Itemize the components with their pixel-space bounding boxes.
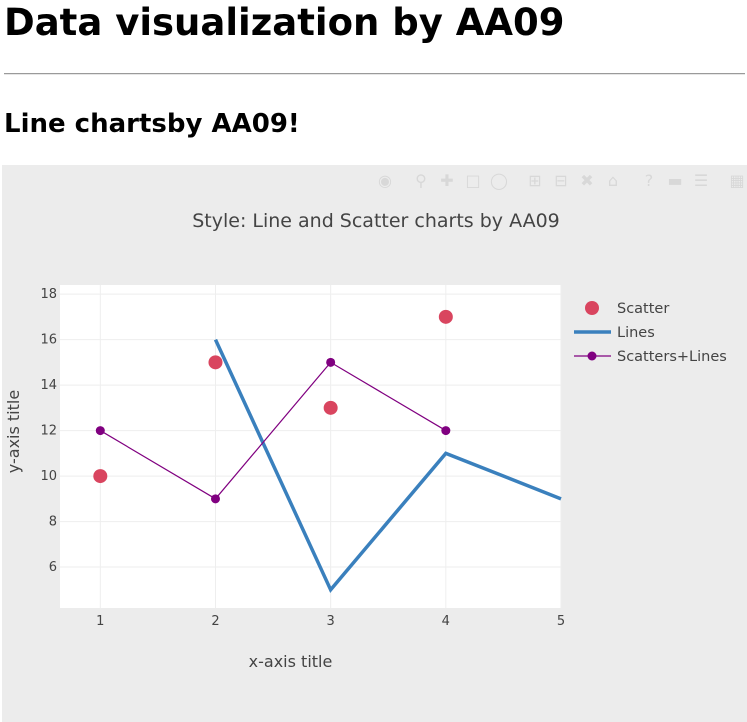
- x-axis-title: x-axis title: [249, 652, 333, 671]
- y-tick-label: 10: [40, 469, 57, 484]
- data-point-scatters-lines[interactable]: [95, 426, 105, 436]
- modebar-group-logo: ▦: [727, 170, 747, 190]
- modebar-group-drag: ⚲ ✚ □ ◯: [411, 170, 509, 190]
- series-line-lines: [213, 338, 562, 594]
- y-tick-label: 14: [40, 378, 57, 393]
- y-axis-title: y-axis title: [4, 390, 23, 473]
- y-tick-label: 16: [40, 333, 57, 348]
- x-tick-label: 1: [96, 614, 104, 629]
- x-tick-label: 3: [327, 614, 335, 629]
- y-tick-label: 8: [49, 515, 57, 530]
- toggle-spike-icon[interactable]: ▬: [667, 170, 683, 190]
- series-line-scatters-lines: [100, 361, 447, 500]
- legend-label-scatters-lines[interactable]: Scatters+Lines: [617, 349, 727, 365]
- box-select-icon[interactable]: □: [465, 170, 481, 190]
- data-point-scatter[interactable]: [323, 400, 338, 415]
- modebar-group-hover: ? ▬ ☰: [639, 170, 711, 190]
- autoscale-icon[interactable]: ✖: [580, 170, 594, 190]
- legend-label-scatter[interactable]: Scatter: [617, 301, 669, 317]
- page-title: Data visualization by AA09: [4, 1, 565, 44]
- data-point-scatter[interactable]: [208, 355, 223, 370]
- lasso-icon[interactable]: ◯: [490, 170, 508, 190]
- y-tick-label: 18: [40, 287, 57, 302]
- data-point-scatters-lines[interactable]: [210, 494, 220, 504]
- modebar: ◉ ⚲ ✚ □ ◯ ⊞ ⊟ ✖ ⌂ ? ▬ ☰ ▦: [365, 167, 747, 193]
- data-point-scatters-lines[interactable]: [441, 426, 451, 436]
- legend-swatch-scatter[interactable]: [585, 301, 599, 315]
- hover-compare-icon[interactable]: ☰: [693, 170, 709, 190]
- horizontal-rule: [4, 73, 745, 75]
- x-tick-label: 5: [557, 614, 565, 629]
- plot-area: [60, 285, 561, 608]
- chart-title: Style: Line and Scatter charts by AA09: [192, 210, 560, 232]
- hover-closest-icon[interactable]: ?: [644, 170, 654, 190]
- y-tick-label: 12: [40, 424, 57, 439]
- x-tick-label: 2: [211, 614, 219, 629]
- zoom-out-icon[interactable]: ⊟: [554, 170, 568, 190]
- plot-container[interactable]: ◉ ⚲ ✚ □ ◯ ⊞ ⊟ ✖ ⌂ ? ▬ ☰ ▦ 1 2 3 4 5 6 8 10 12 14 1…: [2, 165, 747, 722]
- data-point-scatter[interactable]: [93, 469, 108, 484]
- section-title: Line chartsby AA09!: [4, 109, 300, 139]
- legend-swatch-marker-scatters-lines[interactable]: [587, 351, 597, 361]
- y-tick-label: 6: [49, 560, 57, 575]
- zoom-icon[interactable]: ⚲: [415, 170, 427, 190]
- zoom-in-icon[interactable]: ⊞: [528, 170, 542, 190]
- home-icon[interactable]: ⌂: [607, 170, 619, 190]
- modebar-group-zoom: ⊞ ⊟ ✖ ⌂: [525, 170, 623, 190]
- pan-icon[interactable]: ✚: [440, 170, 454, 190]
- data-point-scatters-lines[interactable]: [326, 357, 336, 367]
- legend-label-lines[interactable]: Lines: [617, 325, 655, 341]
- plotly-logo-icon[interactable]: ▦: [729, 170, 745, 190]
- modebar-group-export: ◉: [375, 170, 395, 190]
- data-point-scatter[interactable]: [438, 309, 453, 324]
- x-tick-label: 4: [442, 614, 450, 629]
- camera-icon[interactable]: ◉: [378, 170, 392, 190]
